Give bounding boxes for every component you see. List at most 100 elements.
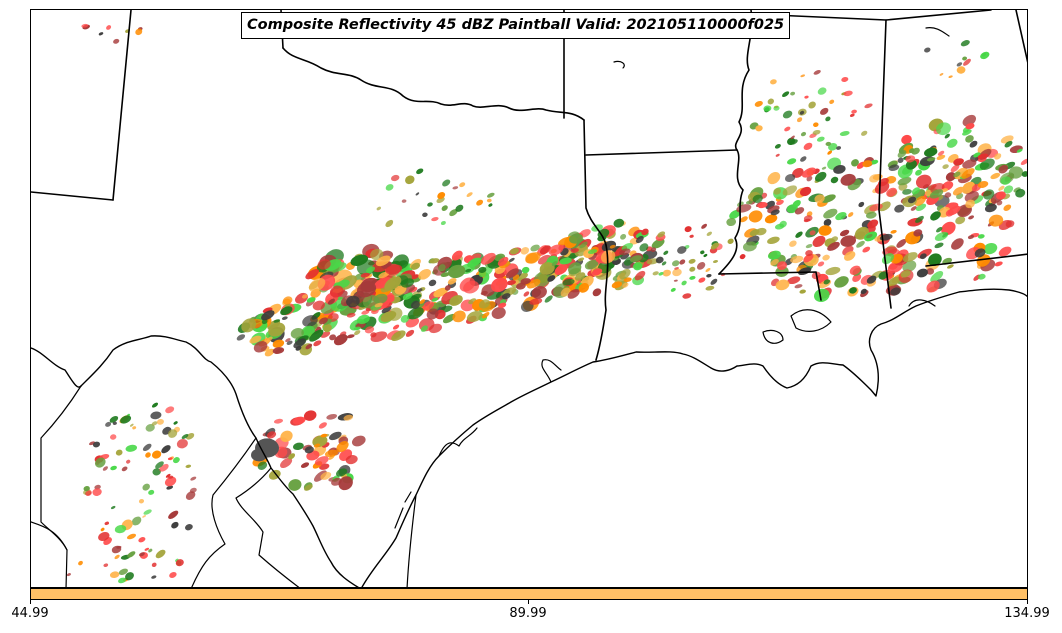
mexico-border-1 (40, 385, 82, 587)
paintball-blob (320, 433, 328, 438)
paintball-blob (819, 107, 829, 115)
paintball-blob (451, 250, 463, 261)
paintball-blob (135, 28, 143, 36)
paintball-blob (849, 265, 861, 275)
paintball-blob (787, 276, 801, 285)
paintball-blob (189, 487, 197, 494)
paintball-blob (619, 248, 631, 256)
paintball-blob (142, 443, 152, 452)
paintball-blob (361, 310, 370, 315)
paintball-blob (486, 192, 495, 198)
coastline-lake (762, 329, 784, 344)
paintball-blob (419, 299, 426, 304)
paintball-blob (1021, 171, 1027, 177)
paintball-blob (635, 236, 644, 244)
paintball-blob (110, 465, 117, 471)
paintball-blob (94, 484, 101, 490)
paintball-blob (710, 242, 719, 250)
paintball-blob (897, 150, 907, 158)
paintball-blob (354, 330, 361, 336)
paintball-blob (438, 264, 446, 272)
paintball-blob (803, 142, 813, 151)
paintball-blob (829, 99, 835, 104)
paintball-blob (442, 313, 456, 324)
paintball-blob (145, 452, 151, 458)
paintball-blob (944, 192, 952, 198)
paintball-blob (559, 257, 572, 265)
paintball-blob (104, 521, 110, 526)
paintball-blob (302, 294, 308, 299)
paintball-blob (405, 175, 415, 185)
paintball-blob (114, 525, 127, 534)
paintball-blob (176, 439, 188, 449)
paintball-blob (860, 288, 867, 295)
paintball-blob (900, 270, 911, 278)
paintball-blob (327, 298, 335, 305)
paintball-blob (407, 307, 424, 320)
paintball-blob (567, 288, 580, 299)
paintball-blob (840, 173, 856, 186)
paintball-blob (673, 279, 678, 282)
paintball-blob (976, 254, 991, 267)
paintball-blob (742, 241, 757, 252)
paintball-blob (739, 254, 746, 260)
paintball-blob (554, 264, 568, 275)
paintball-blob (689, 266, 696, 272)
paintball-blob (125, 572, 134, 581)
paintball-blob (547, 275, 556, 282)
paintball-blob (670, 287, 676, 292)
paintball-blob (578, 283, 589, 293)
paintball-blob (1004, 140, 1013, 148)
paintball-blob (726, 217, 737, 227)
paintball-blob (85, 490, 92, 497)
paintball-blob (689, 234, 694, 238)
paintball-blob (497, 256, 509, 267)
colorbar (30, 588, 1028, 600)
paintball-blob (126, 533, 137, 540)
paintball-blob (592, 288, 602, 297)
paintball-blob (329, 285, 344, 298)
paintball-blob (302, 315, 318, 327)
paintball-blob (814, 171, 827, 182)
paintball-blob (946, 138, 958, 148)
paintball-blob (579, 241, 588, 249)
paintball-blob (356, 281, 377, 298)
paintball-blob (633, 262, 643, 271)
coastline-fl-bay (908, 299, 936, 307)
paintball-blob (312, 300, 325, 311)
paintball-blob (442, 179, 451, 187)
paintball-blob (506, 280, 516, 286)
paintball-blob (351, 435, 366, 447)
paintball-blob (317, 259, 331, 270)
paintball-blob (858, 201, 865, 208)
paintball-blob (817, 261, 825, 267)
paintball-blob (914, 195, 926, 206)
paintball-blob (782, 110, 793, 119)
paintball-blob (103, 563, 109, 567)
paintball-blob (151, 402, 159, 408)
paintball-blob (1005, 220, 1015, 228)
paintball-blob (111, 545, 122, 554)
paintball-blob (794, 207, 805, 215)
paintball-blob (375, 255, 391, 267)
paintball-blob (280, 457, 293, 469)
paintball-blob (681, 280, 687, 286)
paintball-blob (910, 206, 917, 211)
paintball-blob (800, 156, 807, 162)
paintball-blob (887, 276, 902, 286)
paintball-blob (818, 225, 832, 236)
paintball-blob (405, 317, 420, 328)
paintball-blob (784, 174, 796, 182)
paintball-blob (106, 25, 112, 30)
paintball-blob (764, 214, 778, 224)
paintball-blob (977, 234, 985, 239)
paintball-blob (501, 293, 511, 300)
paintball-blob (118, 568, 128, 575)
paintball-blob (700, 250, 705, 255)
map-panel[interactable] (30, 9, 1028, 588)
paintball-blob (130, 423, 134, 427)
paintball-blob (942, 164, 949, 169)
paintball-blob (385, 184, 394, 191)
paintball-blob (120, 415, 132, 424)
paintball-blob (894, 204, 905, 213)
